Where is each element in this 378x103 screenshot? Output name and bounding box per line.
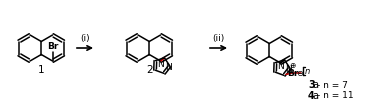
Text: N: N: [285, 65, 292, 74]
Text: N: N: [165, 63, 172, 72]
Text: (i): (i): [80, 34, 90, 43]
Text: - n = 11: - n = 11: [317, 91, 354, 101]
Text: (ii): (ii): [212, 34, 225, 43]
Text: a: a: [313, 91, 319, 101]
Text: 3: 3: [308, 80, 315, 90]
Text: N: N: [277, 62, 284, 71]
Text: Br: Br: [287, 70, 298, 78]
Text: n: n: [305, 67, 310, 76]
Text: Br: Br: [47, 42, 58, 51]
Text: ⊕: ⊕: [290, 61, 296, 70]
Text: 2: 2: [146, 65, 153, 75]
Text: N: N: [157, 60, 164, 69]
Text: 1: 1: [38, 65, 45, 75]
Text: 4: 4: [308, 91, 315, 101]
Text: - n = 7: - n = 7: [317, 81, 348, 90]
Text: a: a: [313, 80, 319, 90]
Text: ⊖: ⊖: [296, 70, 303, 78]
